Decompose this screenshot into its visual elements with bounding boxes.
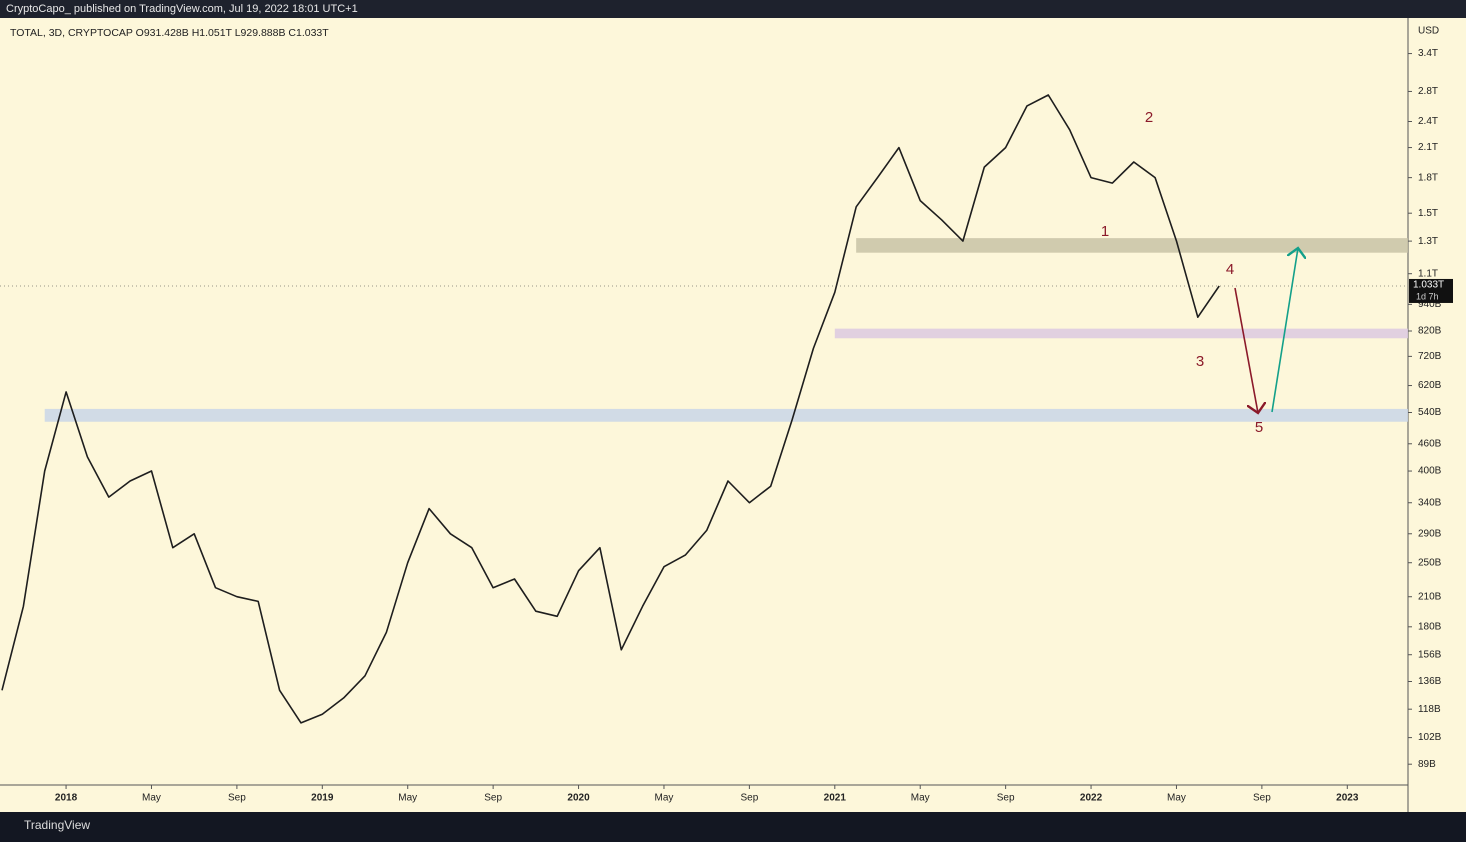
x-tick-label: 2022 — [1080, 793, 1103, 804]
y-tick-label: 400B — [1418, 466, 1442, 477]
x-tick-label: 2019 — [311, 793, 334, 804]
wave-label: 4 — [1226, 261, 1234, 278]
y-tick-label: 118B — [1418, 704, 1441, 715]
x-tick-label: May — [398, 793, 417, 804]
y-tick-label: 720B — [1418, 351, 1442, 362]
countdown: 1d 7h — [1416, 291, 1439, 301]
price-line — [1, 94, 1220, 724]
last-price: 1.033T — [1413, 280, 1444, 291]
x-tick-label: Sep — [1253, 793, 1271, 804]
x-tick-label: 2018 — [55, 793, 78, 804]
wave-label: 2 — [1145, 109, 1153, 126]
y-tick-label: 290B — [1418, 528, 1442, 539]
x-tick-label: May — [142, 793, 161, 804]
y-axis-label: USD — [1418, 26, 1439, 37]
x-tick-label: 2021 — [824, 793, 847, 804]
y-tick-label: 2.1T — [1418, 142, 1438, 153]
y-tick-label: 102B — [1418, 732, 1442, 743]
y-tick-label: 250B — [1418, 557, 1442, 568]
y-tick-label: 156B — [1418, 649, 1442, 660]
y-tick-label: 1.8T — [1418, 172, 1438, 183]
x-tick-label: 2023 — [1336, 793, 1359, 804]
y-tick-label: 940B — [1418, 299, 1442, 310]
y-tick-label: 180B — [1418, 621, 1442, 632]
zone — [44, 408, 1409, 422]
x-tick-label: Sep — [740, 793, 758, 804]
chart-title: TOTAL, 3D, CRYPTOCAP O931.428B H1.051T L… — [10, 27, 329, 39]
wave-label: 5 — [1255, 419, 1263, 436]
y-tick-label: 1.5T — [1418, 208, 1438, 219]
y-tick-label: 1.1T — [1418, 268, 1438, 279]
footer-bar — [0, 812, 1466, 837]
x-tick-label: Sep — [997, 793, 1015, 804]
y-tick-label: 460B — [1418, 438, 1442, 449]
y-tick-label: 2.8T — [1418, 86, 1438, 97]
zone — [856, 238, 1408, 253]
wave-label: 3 — [1196, 353, 1204, 370]
y-tick-label: 3.4T — [1418, 48, 1438, 59]
x-tick-label: May — [1167, 793, 1186, 804]
up-arrow — [1271, 248, 1298, 413]
x-tick-label: May — [655, 793, 674, 804]
down-arrow — [1234, 287, 1258, 413]
x-tick-label: Sep — [484, 793, 502, 804]
y-tick-label: 1.3T — [1418, 236, 1438, 247]
y-tick-label: 89B — [1418, 759, 1436, 770]
footer: TradingView — [24, 818, 90, 832]
x-tick-label: May — [911, 793, 930, 804]
y-tick-label: 540B — [1418, 407, 1442, 418]
header: CryptoCapo_ published on TradingView.com… — [6, 3, 358, 15]
last-price-tag — [1409, 278, 1453, 303]
y-tick-label: 136B — [1418, 676, 1442, 687]
y-tick-label: 210B — [1418, 591, 1442, 602]
x-tick-label: 2020 — [567, 793, 590, 804]
y-tick-label: 820B — [1418, 326, 1442, 337]
x-tick-label: Sep — [228, 793, 246, 804]
y-tick-label: 340B — [1418, 497, 1442, 508]
wave-label: 1 — [1101, 223, 1109, 240]
zone — [834, 328, 1408, 339]
y-tick-label: 620B — [1418, 380, 1442, 391]
top-bar — [0, 0, 1466, 18]
y-tick-label: 2.4T — [1418, 116, 1438, 127]
